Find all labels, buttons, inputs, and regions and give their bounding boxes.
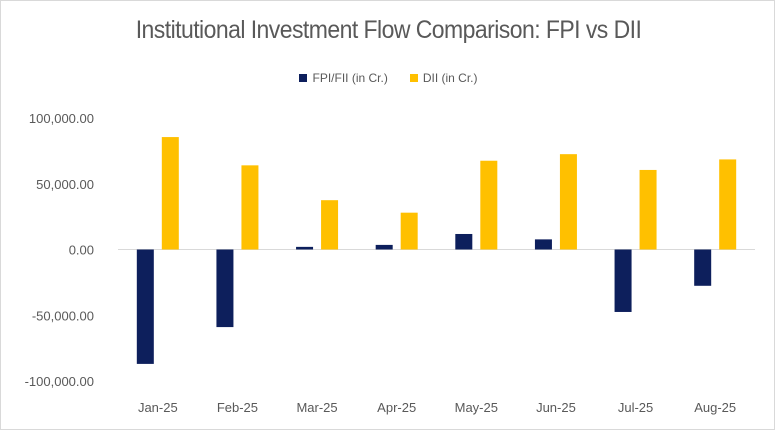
y-tick-label: -50,000.00 [32,308,94,323]
y-tick-label: 50,000.00 [36,177,94,192]
x-tick-label: Apr-25 [377,400,416,415]
x-tick-label: Feb-25 [217,400,258,415]
legend-label-dii: DII (in Cr.) [422,71,478,85]
bar-fpi-aug-25 [694,249,712,286]
legend-swatch-fpi [299,74,308,82]
bar-dii-jun-25 [559,154,577,250]
chart-legend: FPI/FII (in Cr.) DII (in Cr.) [0,71,777,85]
bar-dii-jan-25 [161,137,179,250]
bar-fpi-jun-25 [534,239,552,250]
bar-dii-apr-25 [400,212,418,250]
chart-title: Institutional Investment Flow Comparison… [135,16,642,44]
x-tick-label: Aug-25 [694,400,736,415]
x-tick-label: Jul-25 [618,400,653,415]
x-tick-label: Jun-25 [536,400,576,415]
bar-fpi-may-25 [455,233,473,250]
bar-fpi-apr-25 [375,244,393,250]
bar-dii-may-25 [480,160,498,250]
bar-fpi-feb-25 [216,249,234,328]
y-tick-label: 100,000.00 [29,111,94,126]
bar-dii-jul-25 [639,169,657,250]
legend-swatch-dii [409,74,418,82]
bar-fpi-jan-25 [136,249,154,364]
bar-fpi-jul-25 [614,249,632,312]
y-tick-label: -100,000.00 [25,374,94,389]
bar-dii-aug-25 [719,159,737,250]
bar-dii-mar-25 [321,200,339,250]
legend-item-fpi: FPI/FII (in Cr.) [299,71,388,85]
legend-item-dii: DII (in Cr.) [409,71,478,85]
x-tick-label: Mar-25 [296,400,337,415]
x-tick-label: Jan-25 [138,400,178,415]
y-tick-label: 0.00 [69,243,94,258]
bar-dii-feb-25 [241,165,259,250]
legend-label-fpi: FPI/FII (in Cr.) [312,71,388,85]
x-tick-label: May-25 [455,400,498,415]
bar-fpi-mar-25 [296,246,314,250]
